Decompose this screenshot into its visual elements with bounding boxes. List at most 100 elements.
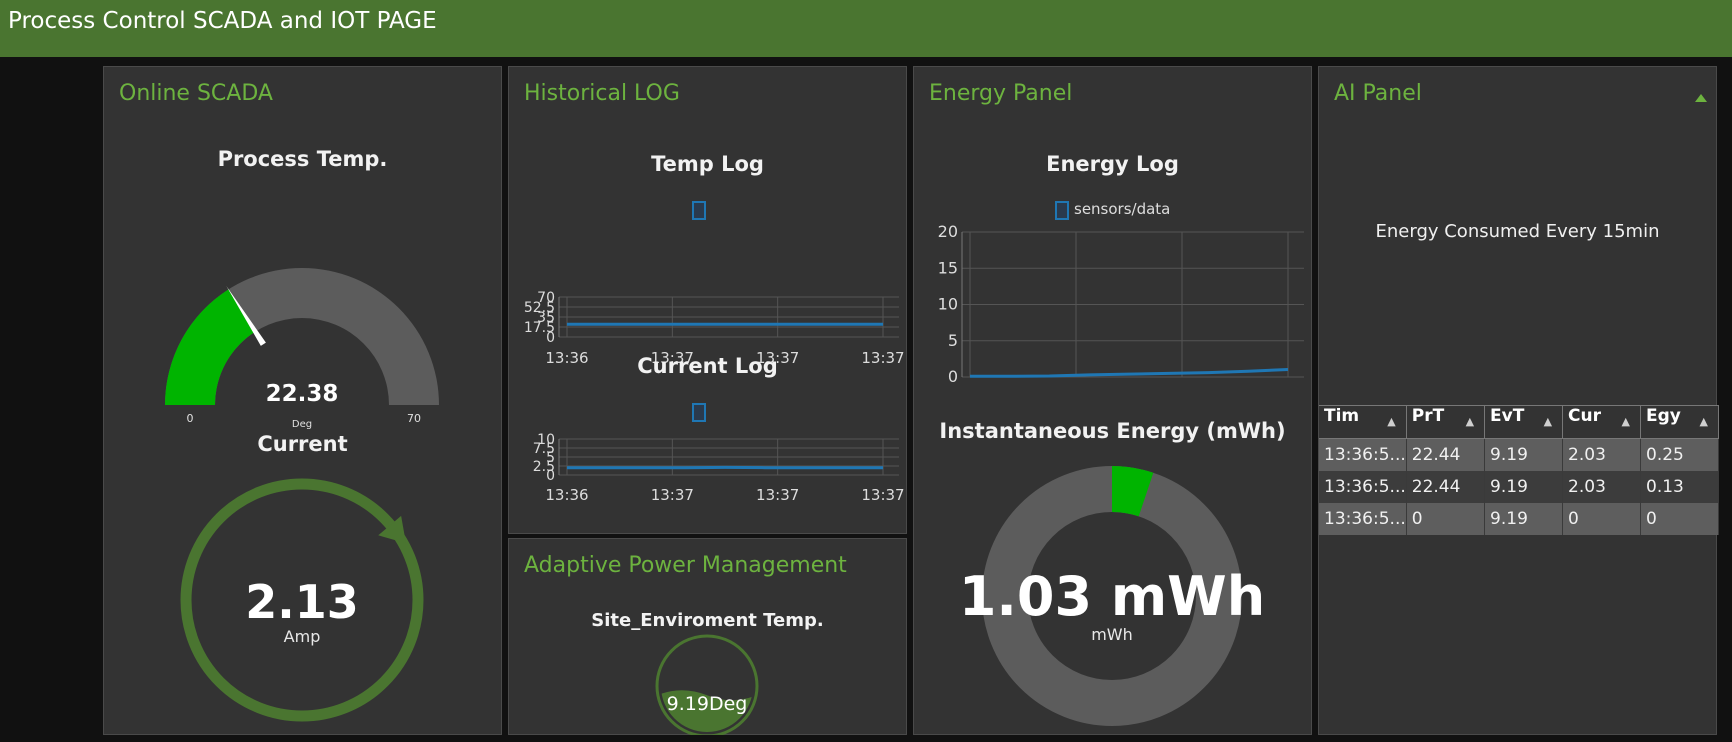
current-gauge-ring <box>180 478 424 722</box>
current-log-x-tick-label: 13:36 <box>545 486 588 504</box>
energy-log-y-tick-label: 20 <box>938 222 958 241</box>
column-label: Tim <box>1324 406 1360 426</box>
tank-label: Site_Enviroment Temp. <box>591 610 824 631</box>
current-gauge-label: Current <box>257 432 348 456</box>
energy-log-y-tick-label: 0 <box>948 367 958 384</box>
energy-log-y-tick-label: 5 <box>948 331 958 350</box>
column-label: PrT <box>1411 406 1445 426</box>
column-label: Cur <box>1568 406 1601 426</box>
panel-adaptive-power: Adaptive Power Management Site_Enviromen… <box>508 538 907 735</box>
table-cell: 0 <box>1562 503 1642 535</box>
tank-outline <box>655 634 759 735</box>
table-row[interactable]: 13:36:5... 22.44 9.19 2.03 0.25 <box>1319 438 1719 471</box>
tank-value: 9.19Deg <box>667 693 748 715</box>
panel-energy: Energy Panel Energy Log sensors/data 0 5 1… <box>913 66 1312 735</box>
ai-table: Tim ▲ PrT ▲ EvT ▲ Cur ▲ Egy ▲ 13:36:5... 22.4… <box>1319 405 1719 535</box>
table-cell: 9.19 <box>1484 438 1564 471</box>
temp-gauge-label: Process Temp. <box>217 147 388 171</box>
current-log-y-tick-label: 0 <box>546 468 555 484</box>
current-log-y-tick-label: 2.5 <box>533 459 555 475</box>
table-cell: 0 <box>1406 503 1486 535</box>
energy-log-legend-icon[interactable] <box>1055 201 1069 220</box>
table-cell: 13:36:5... <box>1319 471 1407 503</box>
temp-gauge-value: 22.38 <box>266 381 339 407</box>
current-gauge-unit: Amp <box>284 627 321 646</box>
column-header-egy[interactable]: Egy ▲ <box>1640 405 1719 439</box>
sort-asc-icon[interactable]: ▲ <box>1543 415 1553 428</box>
energy-donut: 1.03 mWh mWh <box>959 466 1265 726</box>
collapse-icon[interactable] <box>1694 93 1708 103</box>
panel-historical-log: Historical LOG Temp Log 0 17.5 35 52.5 70 13:… <box>508 66 907 534</box>
panel-ai: AI Panel Energy Consumed Every 15min Tim… <box>1318 66 1719 735</box>
temp-gauge-needle <box>226 286 266 346</box>
sort-asc-icon[interactable]: ▲ <box>1699 415 1708 428</box>
table-cell: 2.03 <box>1562 438 1642 471</box>
temp-log-legend-icon[interactable] <box>692 201 706 220</box>
donut-title: Instantaneous Energy (mWh) <box>939 419 1286 443</box>
energy-donut-unit: mWh <box>1091 625 1133 644</box>
table-cell: 2.03 <box>1562 471 1642 503</box>
current-log-y-tick-label: 7.5 <box>533 441 555 457</box>
column-header-prt[interactable]: PrT ▲ <box>1406 405 1486 439</box>
panel-title-scada: Online SCADA <box>119 81 273 106</box>
energy-log-legend-label: sensors/data <box>1074 200 1171 218</box>
panel-online-scada: Online SCADA Process Temp. 22.38 Deg 0 7… <box>103 66 502 735</box>
table-row[interactable]: 13:36:5... 22.44 9.19 2.03 0.13 <box>1319 471 1719 503</box>
current-log-x-tick-label: 13:37 <box>861 486 904 504</box>
column-label: Egy <box>1646 406 1681 426</box>
table-cell: 22.44 <box>1406 438 1486 471</box>
temp-gauge: 22.38 Deg 0 70 <box>165 268 439 430</box>
temp-log-y-tick-label: 35 <box>537 310 555 326</box>
current-gauge: 2.13 Amp <box>180 478 424 722</box>
sort-asc-icon[interactable]: ▲ <box>1621 415 1631 428</box>
temp-gauge-max: 70 <box>407 412 421 425</box>
energy-donut-value: 1.03 mWh <box>959 565 1265 628</box>
ai-subtitle: Energy Consumed Every 15min <box>1375 221 1660 242</box>
temp-tank: 9.19Deg <box>655 634 759 735</box>
sort-asc-icon[interactable]: ▲ <box>1465 415 1475 428</box>
current-log-x-tick-label: 13:37 <box>651 486 694 504</box>
column-header-cur[interactable]: Cur ▲ <box>1562 405 1642 439</box>
current-gauge-value: 2.13 <box>245 575 359 629</box>
sort-asc-icon[interactable]: ▲ <box>1387 415 1396 428</box>
energy-donut-fill <box>1112 466 1154 517</box>
table-cell: 22.44 <box>1406 471 1486 503</box>
temp-log-y-tick-label: 0 <box>546 330 555 346</box>
temp-log-y-tick-label: 52.5 <box>524 300 555 316</box>
column-header-tim[interactable]: Tim ▲ <box>1319 405 1407 439</box>
top-bar: Process Control SCADA and IOT PAGE <box>0 0 1732 57</box>
current-log-y-tick-label: 5 <box>546 450 555 466</box>
table-cell: 0.25 <box>1640 438 1719 471</box>
current-log-y-tick-label: 10 <box>537 432 555 448</box>
panel-title-ai: AI Panel <box>1334 81 1422 106</box>
table-cell: 13:36:5... <box>1319 503 1407 535</box>
page-title: Process Control SCADA and IOT PAGE <box>8 8 437 34</box>
temp-log-y-tick-label: 17.5 <box>524 320 555 336</box>
table-cell: 9.19 <box>1484 471 1564 503</box>
temp-log-x-tick-label: 13:37 <box>651 349 694 367</box>
temp-log-y-tick-label: 70 <box>537 290 555 306</box>
table-cell: 0.13 <box>1640 471 1719 503</box>
temp-log-title: Temp Log <box>651 152 764 176</box>
column-header-evt[interactable]: EvT ▲ <box>1484 405 1564 439</box>
temp-gauge-fill <box>165 289 256 405</box>
ai-table-header: Tim ▲ PrT ▲ EvT ▲ Cur ▲ Egy ▲ <box>1319 405 1719 439</box>
current-log-chart: 02.557.510 13:36 13:37 13:37 13:37 <box>533 432 905 504</box>
temp-log-x-tick-label: 13:37 <box>861 349 904 367</box>
panel-title-energy: Energy Panel <box>929 81 1073 106</box>
energy-log-series-line <box>970 368 1289 378</box>
temp-log-x-tick-label: 13:36 <box>545 349 588 367</box>
current-log-legend-icon[interactable] <box>692 403 706 422</box>
column-label: EvT <box>1490 406 1525 426</box>
temp-gauge-min: 0 <box>187 412 194 425</box>
current-log-x-tick-label: 13:37 <box>756 486 799 504</box>
table-cell: 0 <box>1640 503 1719 535</box>
panel-title-adaptive: Adaptive Power Management <box>524 553 847 578</box>
current-log-title: Current Log <box>637 354 778 378</box>
table-cell: 9.19 <box>1484 503 1564 535</box>
current-gauge-marker <box>378 515 406 544</box>
table-row[interactable]: 13:36:5... 0 9.19 0 0 <box>1319 503 1719 535</box>
energy-log-y-tick-label: 15 <box>938 258 958 277</box>
